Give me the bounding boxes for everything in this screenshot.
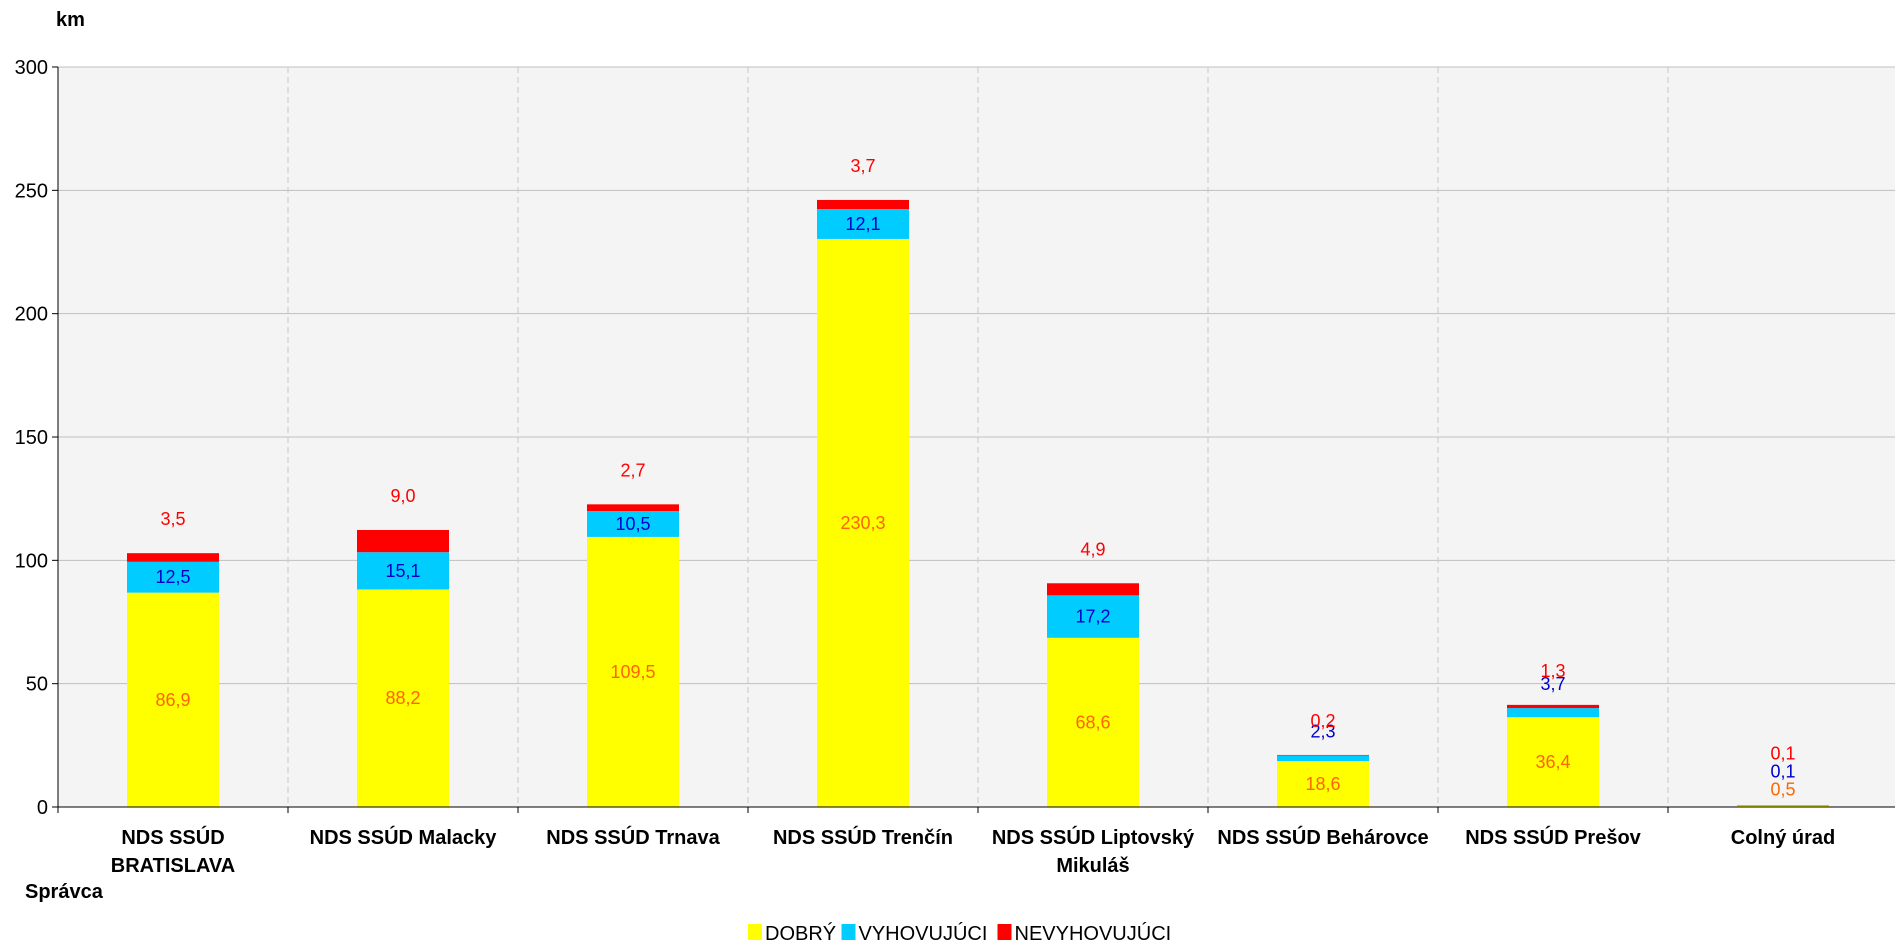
bar-segment-dobrý-0 — [127, 592, 219, 807]
legend-swatch-vyhovujúci — [841, 924, 856, 940]
y-axis-title: km — [56, 9, 85, 31]
value-label-dobrý-1: 88,2 — [385, 688, 420, 708]
bar-segment-nevyhovujúci-4 — [1047, 583, 1139, 596]
value-label-dobrý-5: 18,6 — [1305, 774, 1340, 794]
bar-segment-nevyhovujúci-3 — [817, 199, 909, 210]
value-label-vyhovujúci-2: 10,5 — [615, 514, 650, 534]
category-label-7: Colný úrad — [1731, 827, 1835, 849]
category-label-1: NDS SSÚD Malacky — [310, 825, 498, 849]
category-label-0: NDS SSÚD BRATISLAVA — [111, 825, 235, 877]
y-tick-label-2: 100 — [15, 550, 48, 572]
value-label-vyhovujúci-0: 12,5 — [155, 567, 190, 587]
category-label-5: NDS SSÚD Behárovce — [1217, 825, 1428, 849]
legend-swatch-dobrý — [748, 924, 762, 940]
value-label-vyhovujúci-4: 17,2 — [1075, 607, 1110, 627]
legend-label-vyhovujúci: VYHOVUJÚCI — [859, 922, 988, 945]
bar-segment-dobrý-6 — [1507, 717, 1599, 807]
legend-swatch-nevyhovujúci — [997, 924, 1012, 940]
value-label-nevyhovujúci-6: 1,3 — [1540, 661, 1565, 681]
value-label-nevyhovujúci-0: 3,5 — [160, 509, 185, 529]
category-label-6: NDS SSÚD Prešov — [1465, 825, 1641, 849]
bar-segment-dobrý-5 — [1277, 761, 1369, 807]
bar-segment-nevyhovujúci-6 — [1507, 704, 1599, 709]
y-tick-label-4: 200 — [15, 304, 48, 326]
bar-segment-vyhovujúci-0 — [127, 561, 219, 593]
value-label-dobrý-3: 230,3 — [840, 513, 885, 533]
category-label-3: NDS SSÚD Trenčín — [773, 825, 953, 849]
bar-segment-dobrý-3 — [817, 238, 909, 808]
y-tick-label-1: 50 — [26, 674, 48, 696]
bar-segment-dobrý-4 — [1047, 637, 1139, 807]
value-label-vyhovujúci-5: 2,3 — [1310, 721, 1335, 741]
bar-segment-vyhovujúci-3 — [817, 209, 909, 239]
legend-label-dobrý: DOBRÝ — [765, 922, 836, 945]
y-tick-label-6: 300 — [15, 57, 48, 79]
value-label-vyhovujúci-3: 12,1 — [845, 214, 880, 234]
bar-segment-vyhovujúci-2 — [587, 511, 679, 537]
value-label-dobrý-4: 68,6 — [1075, 712, 1110, 732]
value-label-nevyhovujúci-3: 3,7 — [850, 156, 875, 176]
value-label-dobrý-2: 109,5 — [610, 662, 655, 682]
bar-segment-vyhovujúci-6 — [1507, 708, 1599, 718]
bar-segment-nevyhovujúci-0 — [127, 553, 219, 562]
value-label-nevyhovujúci-4: 4,9 — [1080, 539, 1105, 559]
value-label-vyhovujúci-7: 0,1 — [1770, 761, 1795, 781]
y-tick-label-0: 0 — [37, 797, 48, 819]
value-label-dobrý-6: 36,4 — [1535, 752, 1570, 772]
value-label-dobrý-0: 86,9 — [155, 690, 190, 710]
bar-segment-vyhovujúci-1 — [357, 552, 449, 590]
bar-segment-vyhovujúci-5 — [1277, 755, 1369, 762]
bar-segment-dobrý-7 — [1737, 805, 1829, 807]
value-label-vyhovujúci-6: 3,7 — [1540, 674, 1565, 694]
value-label-nevyhovujúci-5: 0,2 — [1310, 711, 1335, 731]
x-axis-title: Správca — [25, 881, 104, 903]
bar-segment-vyhovujúci-4 — [1047, 595, 1139, 638]
category-label-4: NDS SSÚD Liptovský Mikuláš — [992, 825, 1195, 877]
value-label-nevyhovujúci-1: 9,0 — [390, 486, 415, 506]
value-label-vyhovujúci-1: 15,1 — [385, 561, 420, 581]
value-label-nevyhovujúci-7: 0,1 — [1770, 743, 1795, 763]
value-label-dobrý-7: 0,5 — [1770, 779, 1795, 799]
bar-segment-dobrý-1 — [357, 589, 449, 807]
y-tick-label-3: 150 — [15, 427, 48, 449]
value-label-nevyhovujúci-2: 2,7 — [620, 460, 645, 480]
legend: DOBRÝ VYHOVUJÚCI NEVYHOVUJÚCI — [748, 922, 1171, 945]
y-tick-label-5: 250 — [15, 180, 48, 202]
bar-segment-nevyhovujúci-1 — [357, 529, 449, 553]
bar-segment-dobrý-2 — [587, 536, 679, 807]
legend-label-nevyhovujúci: NEVYHOVUJÚCI — [1015, 922, 1172, 945]
bar-segment-nevyhovujúci-2 — [587, 504, 679, 511]
category-label-2: NDS SSÚD Trnava — [546, 825, 720, 849]
